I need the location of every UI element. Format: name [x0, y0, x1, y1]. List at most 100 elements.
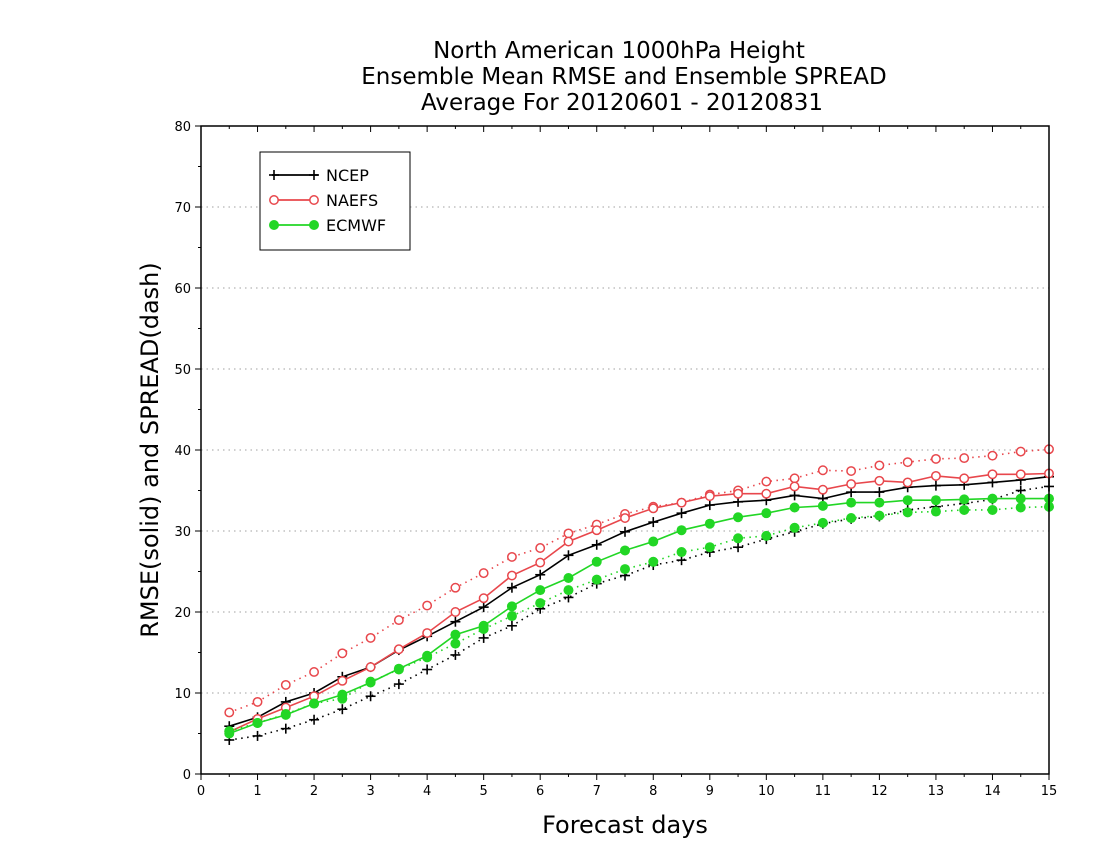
ncep-spread-line [229, 485, 1050, 741]
x-tick-label: 6 [536, 784, 544, 799]
ncep-spread-point [252, 730, 263, 741]
ncep-spread-point [478, 632, 489, 643]
ecmwf-spread-point [902, 507, 913, 518]
ecmwf-spread-point [1015, 502, 1026, 513]
ncep-spread-point [506, 620, 517, 631]
naefs-rmse-point [959, 473, 970, 484]
ecmwf-rmse-point [789, 502, 800, 513]
naefs-rmse-point [535, 557, 546, 568]
ecmwf-rmse-point [422, 650, 433, 661]
ecmwf-rmse-point [393, 663, 404, 674]
ncep-spread-point [450, 649, 461, 660]
naefs-spread-point [817, 465, 828, 476]
ecmwf-rmse-point [224, 728, 235, 739]
naefs-rmse-point [1015, 469, 1026, 480]
ecmwf-rmse-series [224, 493, 1054, 739]
ncep-rmse-point [676, 508, 687, 519]
x-tick-label: 8 [649, 784, 657, 799]
x-axis-label: Forecast days [542, 811, 708, 839]
naefs-spread-point [506, 551, 517, 562]
x-tick-label: 4 [423, 784, 431, 799]
naefs-rmse-point [704, 491, 715, 502]
naefs-rmse-point [648, 503, 659, 514]
naefs-spread-point [450, 582, 461, 593]
naefs-rmse-point [789, 481, 800, 492]
ecmwf-spread-line [229, 505, 1050, 732]
naefs-rmse-point [365, 662, 376, 673]
ecmwf-rmse-point [648, 536, 659, 547]
legend-box [259, 151, 411, 251]
naefs-rmse-series [224, 468, 1054, 737]
x-tick-label: 13 [928, 784, 945, 799]
legend-marker [309, 220, 319, 230]
ecmwf-rmse-point [309, 698, 320, 709]
ecmwf-rmse-line [229, 497, 1049, 735]
naefs-rmse-point [450, 607, 461, 617]
naefs-spread-point [987, 450, 998, 461]
ncep-rmse-point [930, 480, 941, 491]
ncep-rmse-point [563, 550, 574, 561]
naefs-spread-point [930, 453, 941, 464]
ncep-spread-point [733, 542, 744, 553]
ecmwf-rmse-point [450, 629, 461, 640]
naefs-rmse-point [591, 525, 602, 536]
naefs-spread-point [252, 696, 263, 707]
naefs-spread-point [789, 473, 800, 484]
gridlines [201, 206, 1049, 694]
ecmwf-rmse-point [676, 525, 687, 536]
ecmwf-spread-point [450, 638, 461, 649]
naefs-spread-point [563, 528, 574, 539]
naefs-rmse-point [676, 497, 687, 508]
x-tick-label: 11 [815, 784, 832, 799]
ecmwf-rmse-point [535, 585, 546, 596]
ecmwf-rmse-point [930, 495, 941, 506]
y-tick-label: 20 [174, 606, 191, 621]
ecmwf-spread-point [987, 504, 998, 515]
naefs-rmse-point [422, 628, 433, 639]
ecmwf-spread-point [930, 506, 941, 517]
x-tick-label: 12 [871, 784, 888, 799]
ncep-rmse-point [591, 539, 602, 550]
chart-title: North American 1000hPa Height Ensemble M… [361, 38, 886, 116]
y-tick-label: 80 [174, 120, 191, 135]
y-tick-label: 0 [183, 768, 191, 783]
legend-label: NCEP [326, 166, 369, 185]
ecmwf-rmse-point [704, 518, 715, 529]
x-tick-label: 14 [984, 784, 1001, 799]
legend: NCEP NAEFS ECMWF [259, 151, 411, 251]
ncep-spread-point [280, 723, 291, 734]
ncep-spread-series [224, 481, 1054, 745]
x-tick-label: 9 [706, 784, 714, 799]
ecmwf-rmse-point [874, 497, 885, 508]
ecmwf-spread-point [676, 547, 687, 558]
ncep-rmse-point [478, 602, 489, 613]
naefs-rmse-point [874, 475, 885, 486]
naefs-spread-point [224, 707, 235, 718]
legend-item-ncep: NCEP [269, 166, 369, 185]
naefs-spread-point [478, 568, 489, 579]
ncep-spread-point [365, 691, 376, 702]
ecmwf-rmse-point [846, 497, 857, 508]
naefs-rmse-point [987, 469, 998, 480]
y-tick-label: 60 [174, 282, 191, 297]
ncep-rmse-point [648, 517, 659, 528]
x-tick-label: 10 [758, 784, 775, 799]
naefs-rmse-point [817, 484, 828, 495]
ecmwf-spread-point [704, 542, 715, 553]
x-tick-label: 7 [593, 784, 601, 799]
y-tick-label: 70 [174, 201, 191, 216]
ecmwf-spread-point [620, 564, 630, 575]
title-line-1: North American 1000hPa Height [433, 38, 805, 64]
legend-item-ecmwf: ECMWF [269, 216, 386, 235]
x-tick-label: 15 [1041, 784, 1058, 799]
ncep-spread-point [337, 704, 348, 715]
ecmwf-spread-point [959, 504, 970, 515]
legend-label: NAEFS [326, 191, 378, 210]
ecmwf-rmse-point [902, 495, 913, 506]
naefs-rmse-line [228, 472, 1050, 733]
ecmwf-rmse-point [280, 709, 291, 720]
ecmwf-rmse-point [1015, 493, 1026, 504]
ncep-rmse-point [620, 526, 630, 537]
ecmwf-spread-point [874, 510, 885, 521]
